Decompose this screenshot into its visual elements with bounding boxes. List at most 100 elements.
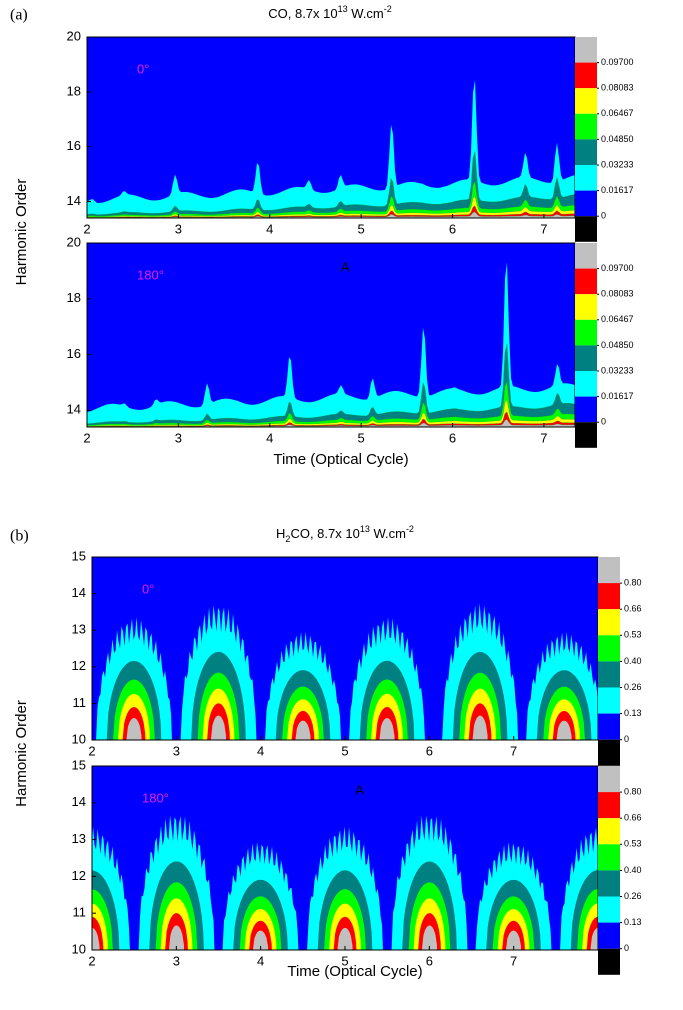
panel-annotation: 0°: [142, 581, 154, 596]
colorbar-swatch: [575, 319, 597, 346]
x-axis-label: Time (Optical Cycle): [273, 451, 408, 468]
colorbar-swatch: [598, 557, 620, 584]
contour-fill: [556, 720, 572, 740]
x-tick-label: 4: [266, 430, 273, 445]
contour-fill: [295, 720, 311, 740]
contour-fill: [92, 927, 100, 950]
colorbar-swatch: [575, 345, 597, 371]
colorbar-label: 0.80: [624, 786, 642, 796]
y-tick-label: 12: [72, 658, 86, 673]
contour-fill: [421, 925, 438, 950]
contour-fill: [590, 927, 598, 950]
y-tick-label: 15: [72, 548, 86, 563]
panel-label: (b): [10, 528, 29, 545]
colorbar-label: 0.53: [624, 630, 642, 640]
y-tick-label: 12: [72, 868, 86, 883]
x-tick-label: 6: [449, 430, 456, 445]
x-tick-label: 3: [173, 953, 180, 968]
colorbar-swatch: [575, 396, 597, 423]
colorbar-label: 0.04850: [601, 134, 634, 144]
colorbar-swatch: [575, 139, 597, 165]
colorbar-swatch: [598, 792, 620, 819]
colorbar-label: 0.04850: [601, 340, 634, 350]
contour-fill: [210, 715, 227, 740]
colorbar-swatch: [575, 113, 597, 140]
colorbar-swatch: [575, 216, 597, 242]
x-tick-label: 2: [88, 743, 95, 758]
colorbar-swatch: [575, 422, 597, 448]
colorbar-label: 0: [624, 943, 629, 953]
y-tick-label: 11: [73, 905, 87, 920]
colorbar-swatch: [598, 870, 620, 897]
colorbar-swatch: [575, 243, 597, 269]
y-tick-label: 18: [67, 290, 81, 305]
y-tick-label: 18: [67, 83, 81, 98]
colorbar-label: 0.06467: [601, 314, 634, 324]
y-tick-label: 20: [67, 234, 81, 249]
panel-annotation: 180°: [142, 790, 169, 805]
y-tick-label: 16: [67, 138, 81, 153]
colorbar-label: 0.09700: [601, 263, 634, 273]
colorbar-swatch: [575, 190, 597, 217]
contour: [92, 815, 598, 950]
contour-fill: [337, 927, 353, 950]
x-tick-label: 2: [88, 953, 95, 968]
contour: [86, 79, 576, 219]
colorbar-swatch: [575, 294, 597, 320]
colorbar-swatch: [575, 37, 597, 63]
colorbar-label: 0: [624, 734, 629, 744]
panel-marker: A: [355, 782, 364, 797]
colorbar-label: 0.09700: [601, 57, 634, 67]
colorbar-swatch: [598, 818, 620, 845]
colorbar-label: 0: [601, 211, 606, 221]
x-tick-label: 5: [341, 743, 348, 758]
panel-label: (a): [10, 7, 28, 24]
title-part: 13: [360, 524, 370, 534]
colorbar-swatch: [575, 62, 597, 89]
y-tick-label: 14: [72, 794, 86, 809]
colorbar-label: 0.40: [624, 865, 642, 875]
colorbar-label: 0: [601, 417, 606, 427]
colorbar-label: 0.08083: [601, 289, 634, 299]
y-tick-label: 10: [72, 731, 86, 746]
colorbar-swatch: [598, 922, 620, 949]
chart-title: CO, 8.7x 1013 W.cm-2: [268, 4, 392, 21]
title-part: H: [276, 526, 285, 541]
x-tick-label: 2: [83, 430, 90, 445]
colorbar-swatch: [598, 635, 620, 662]
title-part: 2: [285, 534, 290, 544]
colorbar-swatch: [575, 165, 597, 191]
x-tick-label: 6: [426, 743, 433, 758]
colorbar-label: 0.26: [624, 891, 642, 901]
contour-fill: [126, 718, 142, 740]
x-axis-label: Time (Optical Cycle): [287, 963, 422, 980]
colorbar-label: 0.06467: [601, 108, 634, 118]
contour: [96, 603, 598, 740]
x-tick-label: 6: [426, 953, 433, 968]
panel-annotation: 180°: [137, 267, 164, 282]
x-tick-label: 3: [175, 430, 182, 445]
y-tick-label: 11: [73, 695, 87, 710]
contour-fill: [87, 79, 575, 219]
title-part: -2: [406, 524, 414, 534]
colorbar-swatch: [598, 583, 620, 610]
y-tick-label: 14: [67, 402, 81, 417]
colorbar-swatch: [598, 766, 620, 793]
x-tick-label: 7: [510, 953, 517, 968]
y-tick-label: 10: [72, 941, 86, 956]
x-tick-label: 5: [358, 221, 365, 236]
colorbar-label: 0.40: [624, 656, 642, 666]
colorbar-swatch: [575, 268, 597, 295]
colorbar-swatch: [598, 896, 620, 923]
y-tick-label: 14: [72, 585, 86, 600]
chart-title: H2CO, 8.7x 1013 W.cm-2: [276, 524, 414, 544]
colorbar-swatch: [598, 948, 620, 975]
x-tick-label: 3: [175, 221, 182, 236]
contour-fill: [86, 211, 576, 219]
contour-fill: [252, 930, 269, 950]
colorbar-label: 0.80: [624, 577, 642, 587]
colorbar-label: 0.53: [624, 839, 642, 849]
title-part: W.cm: [370, 526, 406, 541]
